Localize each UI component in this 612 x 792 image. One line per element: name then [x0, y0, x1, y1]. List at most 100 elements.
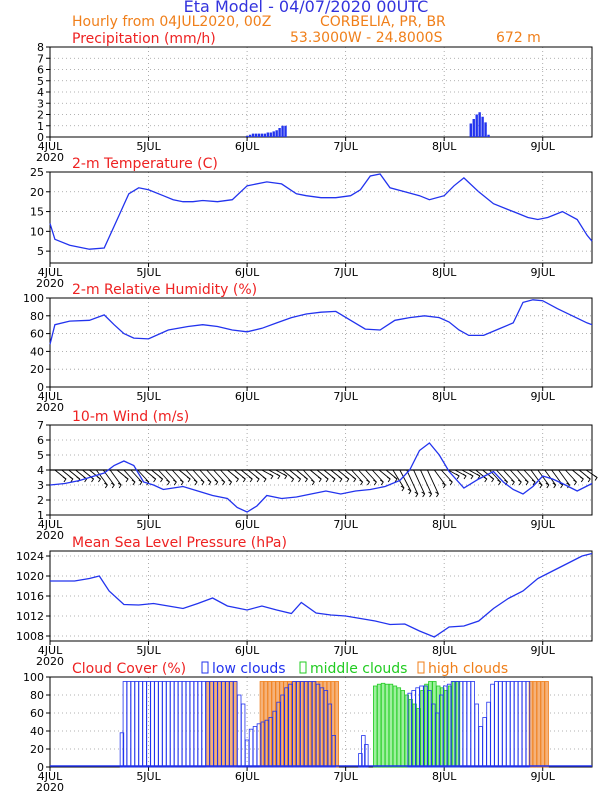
wind-vector-head [511, 479, 515, 486]
cloud-low-bar [166, 681, 171, 768]
precip-bar [475, 114, 478, 137]
precip-ytick-label: 7 [37, 52, 44, 65]
wind-vector-head [242, 476, 246, 483]
model-title: Eta Model - 04/07/2020 00UTC [184, 0, 429, 16]
wind-vector-head [159, 476, 164, 483]
temp-xtick-label: 8JUL [432, 266, 457, 279]
cloud-low-bar [197, 681, 202, 768]
mslp-ytick-label: 1024 [16, 550, 44, 563]
cloud-low-bar [478, 726, 483, 768]
cloud-low-bar [162, 681, 167, 768]
cloud-ytick-label: 80 [30, 689, 44, 702]
cloud-high-bar [213, 681, 218, 768]
mslp-xtick-label: 9JUL [531, 644, 556, 657]
wind-vector-head [297, 476, 302, 483]
wind-vector-head [69, 476, 74, 483]
precip-ytick-label: 3 [37, 97, 44, 110]
wind-vector-head [331, 476, 336, 483]
cloud-low-bar [513, 681, 519, 768]
temp-frame [49, 171, 593, 264]
wind-title: 10-m Wind (m/s) [72, 409, 189, 425]
wind-vector [213, 469, 225, 483]
cloud-low-bar [154, 681, 159, 768]
mslp-ytick-label: 1016 [16, 590, 44, 603]
wind-vector-head [586, 476, 591, 483]
temp-ytick-label: 10 [30, 225, 44, 238]
wind-vector [392, 469, 405, 489]
wind-xtick-label: 6JUL [235, 518, 260, 531]
wind-xtick-label: 4JUL [38, 518, 63, 531]
cloud-middle-bar [384, 683, 390, 768]
wind-vector-head [200, 479, 205, 486]
cloud-low-bar [119, 732, 125, 768]
cloud-low-bar [525, 681, 531, 768]
cloud-high-bar [540, 681, 545, 768]
wind-vector [220, 469, 232, 483]
mslp-xtick-label: 4JUL [38, 644, 63, 657]
wind-year-label: 2020 [36, 529, 64, 542]
temp-ytick-label: 5 [37, 245, 44, 258]
wind-vector [351, 469, 363, 483]
cloud-xtick-label: 7JUL [333, 770, 358, 783]
wind-vector [158, 469, 170, 483]
wind-vector [489, 469, 501, 483]
wind-vector [399, 469, 412, 492]
wind-vector-head [186, 476, 191, 483]
cloud-year-label: 2020 [36, 781, 64, 792]
precip-bar [248, 134, 252, 137]
wind-vector-head [483, 476, 488, 483]
wind-vector-head [393, 476, 398, 483]
wind-vector-head [207, 479, 212, 486]
wind-vector [185, 469, 198, 483]
temp-xtick-label: 5JUL [136, 266, 161, 279]
wind-vector-head [545, 482, 550, 489]
cloud-xtick-label: 9JUL [531, 770, 556, 783]
wind-vector-head [476, 473, 481, 480]
temp-ytick-label: 20 [30, 186, 44, 199]
precip-xtick-label: 8JUL [432, 140, 457, 153]
cloud-low-bar [173, 681, 179, 768]
cloud-high-bar [544, 681, 549, 768]
wind-vector-head [593, 475, 598, 481]
wind-xtick-label: 9JUL [531, 518, 556, 531]
cloud-low-bar [193, 681, 199, 768]
relative-humidity-panel: 0 20 40 60 80 100 4JUL2020 5JUL 6JUL 7JUL 8JUL 9JUL… [23, 282, 593, 414]
wind-vector-head [62, 476, 67, 483]
precip-ytick-label: 6 [37, 64, 44, 77]
mslp-xtick-label: 5JUL [136, 644, 161, 657]
precip-ytick-label: 2 [37, 109, 44, 122]
rh-title: 2-m Relative Humidity (%) [72, 282, 257, 298]
wind-vector [406, 469, 419, 495]
wind-vector-head [448, 479, 453, 486]
wind-vector [509, 469, 522, 483]
wind-vector [109, 469, 122, 486]
precip-year-label: 2020 [36, 151, 64, 164]
wind-vector-head [366, 479, 371, 486]
wind-vector-head [442, 482, 446, 489]
cloud-low-bar [466, 681, 472, 768]
precip-bar [281, 125, 284, 137]
wind-vector-head [166, 479, 171, 486]
cloud-low-bar [358, 753, 363, 768]
cloud-low-bar [248, 728, 254, 768]
cloud-low-bar [126, 681, 132, 768]
wind-vector [530, 469, 543, 486]
cloud-low-bar [331, 735, 337, 768]
wind-vector-head [373, 479, 377, 486]
precip-bar [263, 133, 267, 137]
cloud-low-bar [240, 703, 246, 768]
wind-vector [496, 469, 508, 483]
wind-vector [537, 469, 550, 486]
precip-bar [257, 133, 261, 137]
temp-xtick-label: 7JUL [333, 266, 358, 279]
wind-vector [420, 469, 432, 495]
cloud-high-bar [229, 681, 234, 768]
mslp-ytick-label: 1012 [16, 610, 44, 623]
wind-vector-head [262, 476, 267, 483]
rh-xtick-label: 9JUL [531, 390, 556, 403]
mslp-frame [49, 550, 593, 642]
sea-level-pressure-panel: 1008 1012 1016 1020 1024 4JUL2020 5JUL 6JUL 7JUL… [16, 535, 593, 668]
wind-vector [440, 469, 453, 483]
precip-bar [472, 119, 475, 137]
cloud-low-bar [506, 681, 511, 768]
